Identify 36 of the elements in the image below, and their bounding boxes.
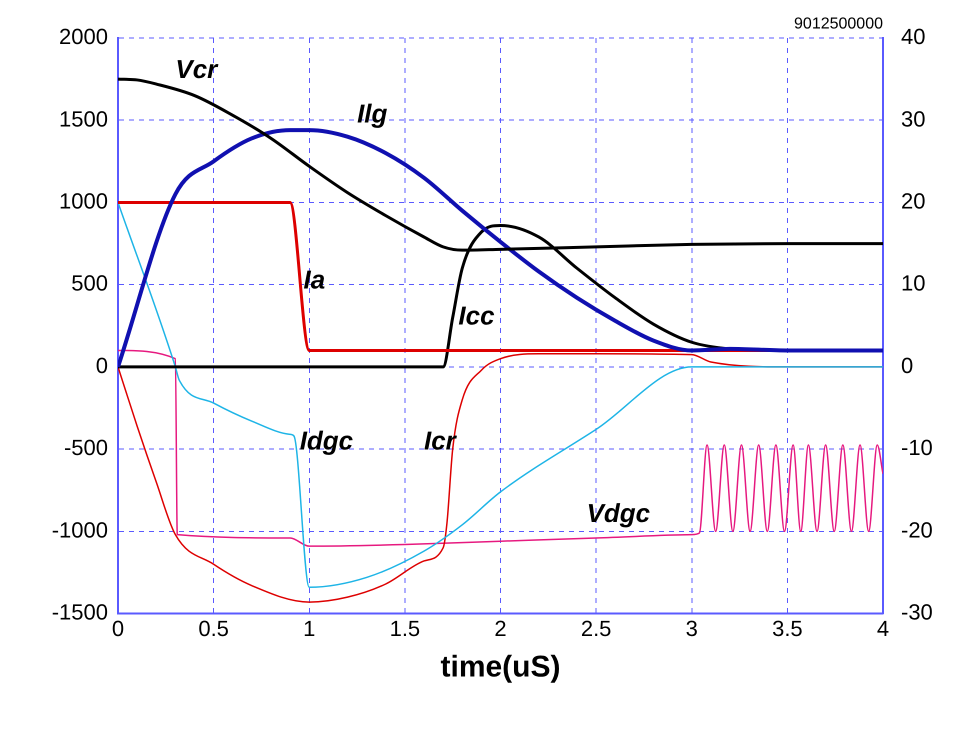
x-tick-label: 4 [876,616,890,641]
series-label: Ia [304,264,326,295]
y-tick-label: -500 [64,435,108,460]
x-tick-label: 3 [686,616,698,641]
y-tick-label: 1000 [59,188,108,214]
y2-tick-label: -20 [901,517,933,542]
line-series [118,202,883,588]
y-tick-label: -1500 [52,600,108,625]
y2-tick-label: -30 [901,600,933,625]
line-series [118,350,883,547]
x-tick-label: 1.5 [390,616,420,641]
series-label: Icc [458,300,496,331]
text: 9012500000 [794,15,884,32]
y2-tick-label: 0 [901,352,914,378]
y2-tick-label: 10 [901,270,926,296]
x-tick-label: 2.5 [580,616,612,641]
y-tick-label: 0 [96,352,108,378]
y2-tick-label: 40 [901,24,926,50]
x-tick-label: 2 [494,616,507,641]
x-axis-title: time(uS) [440,650,560,684]
y2-tick-label: 20 [901,188,926,214]
y-tick-label: 500 [71,270,108,296]
series-label: Vdgc [586,498,651,528]
y-tick-label: 2000 [59,24,108,50]
y-tick-label: -1000 [52,517,108,542]
x-tick-label: 1 [303,616,316,641]
x-tick-label: 3.5 [772,616,803,641]
x-tick-label: 0.5 [198,616,229,641]
series-label: Ilg [357,98,388,128]
y-tick-label: 1500 [59,106,108,132]
y2-tick-label: -10 [901,435,933,460]
x-tick-label: 0 [112,616,124,641]
line-series [118,128,883,369]
series-label: Idgc [300,426,354,456]
y2-tick-label: 30 [901,106,926,132]
series-label: Vcr [175,54,220,84]
